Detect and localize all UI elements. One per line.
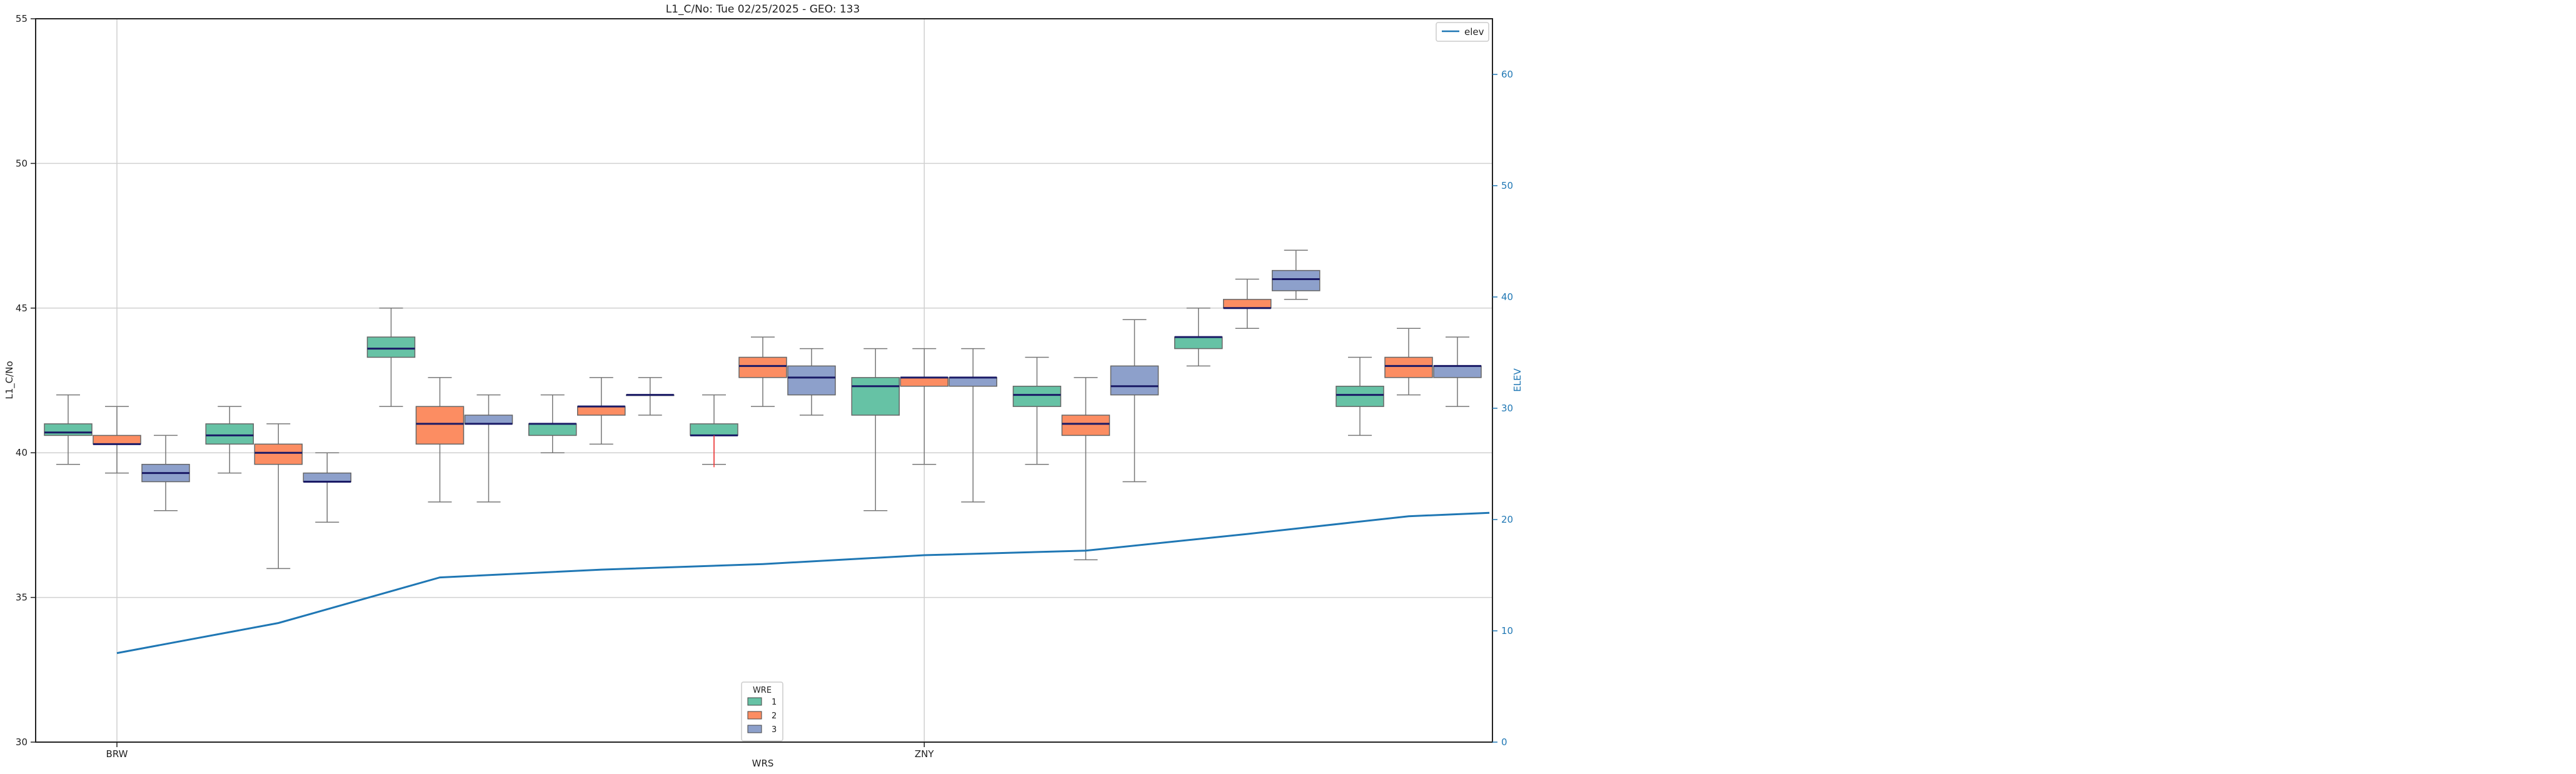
box-iqr — [415, 406, 465, 445]
box-station-3-wre-1 — [528, 394, 577, 453]
box-iqr — [577, 406, 626, 416]
box-station-4-wre-1 — [690, 394, 738, 465]
x-axis-ticks: BRW ZNY — [106, 742, 934, 760]
x-axis-label: WRS — [752, 758, 774, 769]
box-iqr — [1110, 365, 1159, 396]
y-tick-label: 30 — [16, 736, 28, 748]
wre-legend-label-3: 3 — [772, 725, 777, 735]
box-station-8-wre-1 — [1336, 356, 1384, 436]
box-iqr — [1174, 336, 1223, 349]
box-iqr — [948, 377, 997, 387]
box-station-3-wre-2 — [577, 377, 626, 445]
y-tick-label: 55 — [16, 13, 28, 24]
box-station-2-wre-2 — [415, 377, 465, 503]
x-tick-label: BRW — [106, 748, 128, 760]
box-iqr — [1433, 365, 1482, 378]
wre-legend: WRE 1 2 3 — [741, 681, 783, 741]
box-station-5-wre-2 — [900, 348, 948, 465]
box-station-1-wre-1 — [205, 406, 254, 474]
box-station-8-wre-2 — [1384, 328, 1433, 396]
box-iqr — [1223, 299, 1272, 309]
y2-tick-label: 30 — [1501, 403, 1513, 414]
box-station-0-wre-3 — [141, 435, 190, 511]
box-station-0-wre-1 — [44, 394, 93, 465]
left-axis-ticks: 30 35 40 45 50 55 — [16, 13, 36, 748]
box-station-2-wre-3 — [464, 394, 513, 503]
box-iqr — [900, 377, 948, 387]
box-iqr — [738, 356, 787, 378]
y2-tick-label: 50 — [1501, 180, 1513, 191]
box-iqr — [1272, 269, 1321, 291]
box-iqr — [464, 415, 513, 425]
elev-legend-label: elev — [1464, 26, 1484, 38]
box-station-0-wre-2 — [93, 406, 141, 474]
box-iqr — [366, 336, 416, 358]
elev-legend: elev — [1436, 22, 1489, 42]
wre-legend-label-1: 1 — [772, 698, 777, 707]
elev-line — [116, 511, 1490, 655]
box-station-4-wre-3 — [787, 348, 836, 416]
box-station-7-wre-1 — [1174, 308, 1223, 367]
box-station-6-wre-2 — [1061, 377, 1110, 561]
y2-tick-label: 60 — [1501, 69, 1513, 80]
box-iqr — [1012, 386, 1062, 407]
axes-frame — [35, 18, 1493, 743]
box-iqr — [44, 423, 93, 436]
grid-lines — [36, 18, 1492, 743]
box-iqr — [205, 423, 254, 445]
box-station-6-wre-3 — [1110, 319, 1159, 483]
wre-legend-swatch-3 — [747, 725, 762, 733]
box-station-1-wre-2 — [254, 423, 303, 570]
box-station-7-wre-3 — [1272, 249, 1321, 300]
y-tick-label: 45 — [16, 303, 28, 314]
x-tick-label: ZNY — [915, 748, 934, 760]
plot-marks — [44, 249, 1482, 570]
y2-axis-label: ELEV — [1512, 368, 1523, 391]
chart-title: L1_C/No: Tue 02/25/2025 - GEO: 133 — [666, 3, 860, 16]
right-axis-ticks: 0 10 20 30 40 50 60 — [1492, 69, 1513, 748]
box-station-2-wre-1 — [366, 308, 416, 407]
box-station-1-wre-3 — [303, 452, 351, 523]
wre-legend-label-2: 2 — [772, 711, 777, 721]
elev-series — [116, 511, 1490, 655]
box-iqr — [851, 377, 900, 416]
box-station-3-wre-3 — [626, 377, 675, 416]
box-iqr — [1384, 356, 1433, 378]
wre-legend-swatch-2 — [747, 711, 762, 720]
wre-legend-title: WRE — [753, 686, 772, 695]
box-iqr — [787, 365, 836, 396]
y-tick-label: 35 — [16, 592, 28, 603]
box-station-8-wre-3 — [1433, 336, 1482, 407]
y-tick-label: 50 — [16, 158, 28, 169]
box-station-5-wre-1 — [851, 348, 900, 511]
y-axis-label: L1_C/No — [4, 361, 16, 399]
box-iqr — [528, 423, 577, 436]
y2-tick-label: 40 — [1501, 291, 1513, 303]
box-iqr — [1336, 386, 1384, 407]
elev-legend-box — [1436, 22, 1489, 42]
box-station-7-wre-2 — [1223, 278, 1272, 329]
box-station-5-wre-3 — [948, 348, 997, 503]
y2-tick-label: 10 — [1501, 625, 1513, 636]
box-station-4-wre-2 — [738, 336, 787, 407]
wre-legend-swatch-1 — [747, 697, 762, 706]
box-iqr — [1061, 415, 1110, 436]
y2-tick-label: 20 — [1501, 514, 1513, 525]
y2-tick-label: 0 — [1501, 736, 1507, 748]
box-iqr — [254, 443, 303, 465]
y-tick-label: 40 — [16, 447, 28, 458]
box-iqr — [93, 435, 141, 445]
box-iqr — [303, 472, 351, 483]
box-station-6-wre-1 — [1012, 356, 1062, 465]
box-iqr — [690, 423, 738, 436]
